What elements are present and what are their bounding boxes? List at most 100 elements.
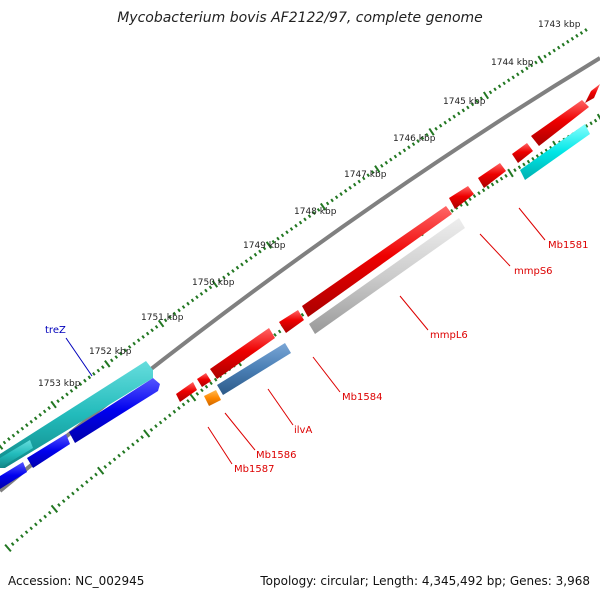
tick-mark <box>65 392 69 397</box>
gene-blue-3[interactable] <box>0 462 27 489</box>
tick-mark <box>34 522 38 527</box>
tick-mark <box>168 413 172 418</box>
tick-mark <box>97 466 105 475</box>
gene-leader-lines <box>65 207 546 465</box>
gene-forward-3[interactable] <box>478 163 506 188</box>
tick-mark <box>143 429 151 438</box>
tick-mark <box>2 440 7 445</box>
tick-mark <box>425 133 429 137</box>
tick-mark <box>108 461 112 466</box>
tick-mark <box>374 165 381 173</box>
tick-mark <box>209 381 213 386</box>
forward-strand-genes <box>176 84 600 402</box>
tick-mark <box>140 435 144 440</box>
tick-mark <box>472 194 477 198</box>
tick-mark <box>141 335 145 339</box>
tick-mark <box>475 99 479 104</box>
tick-mark <box>343 189 348 193</box>
tick-mark <box>189 393 197 402</box>
tick-mark <box>114 355 118 359</box>
tick-mark <box>457 111 461 116</box>
tick-mark <box>502 81 506 86</box>
gene-forward-mb1581-left[interactable] <box>512 143 533 163</box>
tick-mark <box>104 360 111 368</box>
tick-mark <box>589 121 593 126</box>
gene-treZ[interactable] <box>0 361 153 468</box>
tick-mark <box>181 402 186 407</box>
tick-mark <box>438 123 443 128</box>
tick-mark <box>522 162 526 167</box>
gene-mb1584[interactable] <box>210 328 275 379</box>
tick-mark <box>461 108 466 113</box>
gene-labels: Mb1581 mmpS6 mmpL6 Mb1584 ilvA Mb1586 Mb… <box>45 240 588 475</box>
tick-mark <box>211 280 219 288</box>
tick-mark <box>60 395 65 400</box>
tick-mark <box>195 391 200 396</box>
tick-mark <box>157 319 165 328</box>
tick-mark <box>204 288 208 293</box>
tick-mark <box>294 223 298 228</box>
tick-mark <box>258 249 262 254</box>
tick-mark <box>217 278 222 283</box>
tick-mark <box>466 105 470 110</box>
tick-mark <box>276 236 280 241</box>
tick-mark <box>420 136 425 140</box>
tick-mark <box>16 430 20 435</box>
tick-mark <box>186 301 190 306</box>
gene-label-ilvA: ilvA <box>294 425 312 436</box>
tick-mark <box>357 179 361 184</box>
tick-mark <box>208 285 213 290</box>
tick-mark <box>262 246 267 251</box>
gene-mb1587[interactable] <box>176 382 197 402</box>
gene-cyan[interactable] <box>520 124 590 180</box>
tick-mark <box>172 409 177 414</box>
tick-mark <box>348 185 352 190</box>
gene-label-mmpS6: mmpS6 <box>514 266 553 277</box>
gene-forward-2[interactable] <box>531 100 589 146</box>
tick-mark <box>126 446 131 451</box>
tick-mark <box>339 192 343 196</box>
gene-blue-2[interactable] <box>27 434 70 468</box>
gene-mmpL6[interactable] <box>309 218 465 334</box>
tick-mark <box>158 420 163 425</box>
tick-mark <box>69 389 74 393</box>
tick-mark <box>154 424 158 429</box>
gene-orange[interactable] <box>204 390 221 406</box>
tick-mark <box>265 241 273 249</box>
tick-mark <box>127 345 132 349</box>
tick-mark <box>43 514 47 519</box>
tick-mark <box>103 464 108 469</box>
tick-mark <box>253 252 258 257</box>
tick-mark <box>38 412 42 417</box>
tick-mark <box>493 87 497 92</box>
genome-backbone <box>0 56 600 493</box>
tick-mark <box>499 176 504 181</box>
tick-mark <box>556 45 561 50</box>
tick-mark <box>579 31 584 35</box>
tick-mark <box>172 311 177 316</box>
tick-mark <box>75 487 80 492</box>
tick-mark <box>517 165 522 170</box>
gene-ilvA[interactable] <box>217 343 291 395</box>
tick-mark <box>398 151 402 156</box>
gene-teal-2[interactable] <box>0 440 33 468</box>
tick-mark <box>584 124 589 128</box>
gene-blue-1[interactable] <box>69 378 160 443</box>
tick-mark <box>177 406 181 411</box>
gene-mmpL6-fwd[interactable] <box>302 206 452 317</box>
tick-mark <box>389 157 393 162</box>
map-title: Mycobacterium bovis AF2122/97, complete … <box>117 10 483 26</box>
tick-mark <box>411 142 416 147</box>
gene-mmpS6[interactable] <box>449 186 474 209</box>
gene-forward-4[interactable] <box>279 310 304 333</box>
tick-mark <box>593 118 598 123</box>
gene-forward-1[interactable] <box>585 84 600 103</box>
gene-mb1586[interactable] <box>197 373 211 387</box>
tick-mark <box>488 90 493 95</box>
tick-mark <box>277 329 282 334</box>
tick-mark <box>526 159 531 164</box>
tick-mark <box>552 48 556 53</box>
tick-mark <box>486 185 490 190</box>
tick-mark <box>78 382 83 386</box>
